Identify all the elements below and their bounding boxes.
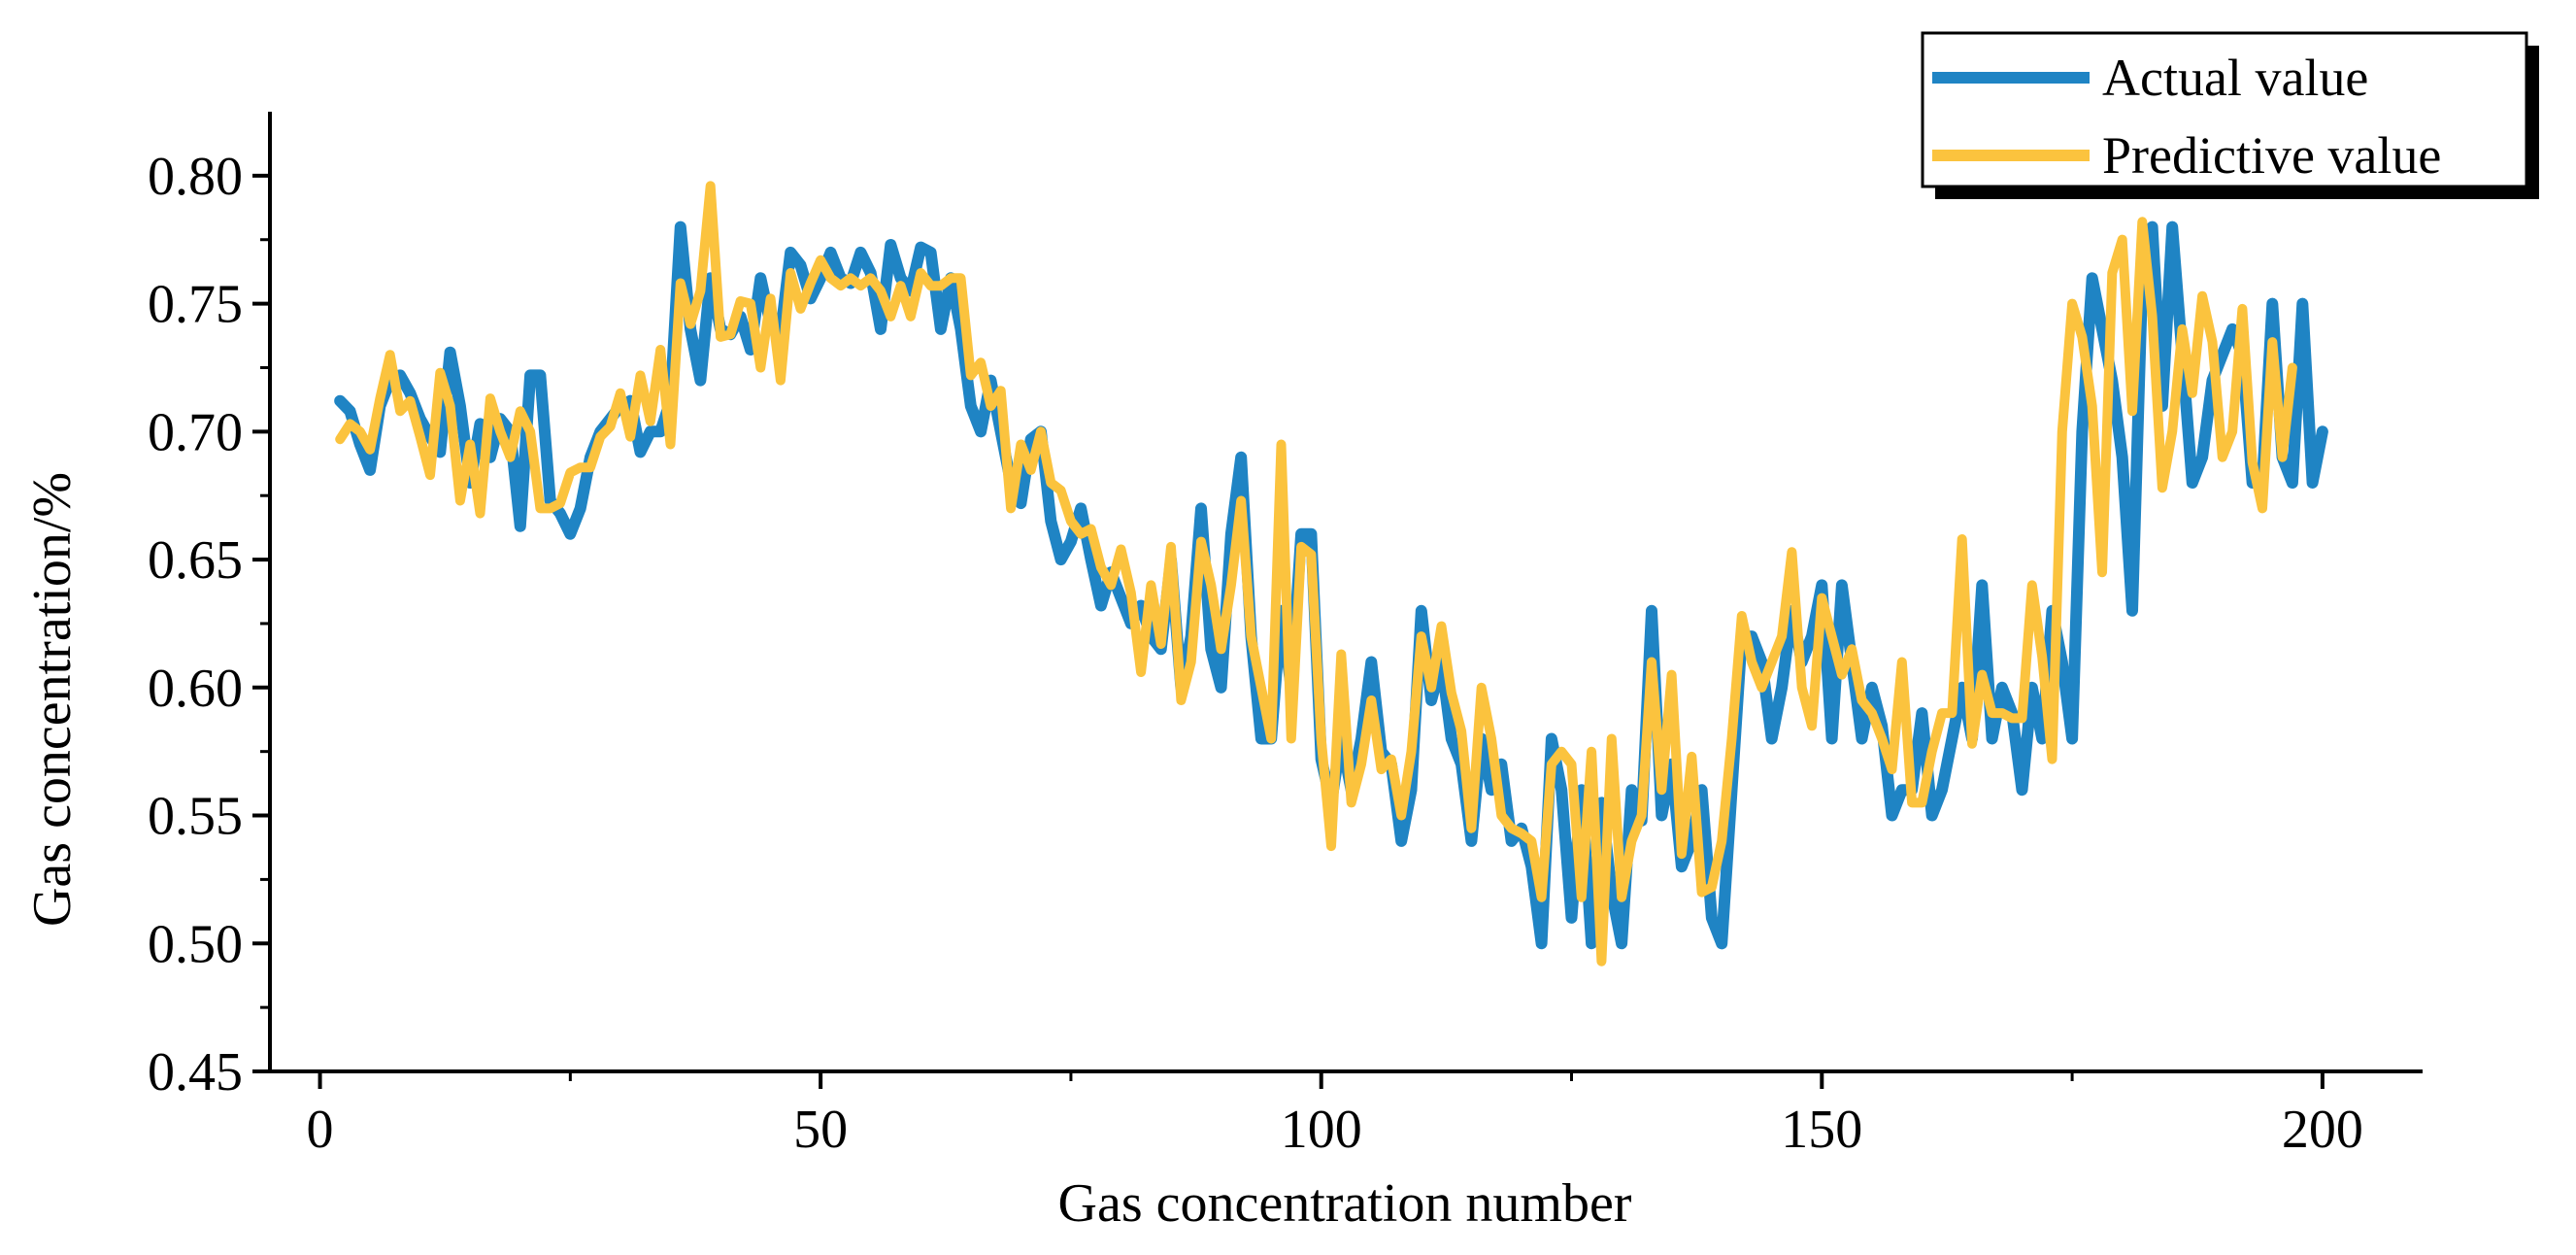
y-axis-label: Gas concentration/% <box>22 472 83 927</box>
y-tick-label: 0.50 <box>148 914 243 974</box>
series-layer <box>334 181 2328 967</box>
y-tick-label: 0.45 <box>148 1042 243 1102</box>
y-tick-label: 0.80 <box>148 147 243 207</box>
legend-label-actual: Actual value <box>2102 49 2368 107</box>
y-tick-label: 0.60 <box>148 659 243 719</box>
y-tick-label: 0.65 <box>148 530 243 591</box>
legend: Actual value Predictive value <box>1921 31 2539 199</box>
axes: 0 50 100 150 200 0.45 0.50 0.55 0.60 0.65 0.70 0.75… <box>148 112 2423 1160</box>
y-tick-label: 0.75 <box>148 275 243 335</box>
x-tick-label: 50 <box>793 1100 848 1160</box>
y-tick-label: 0.55 <box>148 787 243 847</box>
x-tick-label: 200 <box>2282 1100 2363 1160</box>
x-axis-label: Gas concentration number <box>1058 1173 1632 1234</box>
x-tick-label: 150 <box>1781 1100 1862 1160</box>
x-tick-label: 100 <box>1281 1100 1362 1160</box>
y-tick-label: 0.70 <box>148 402 243 462</box>
x-tick-label: 0 <box>307 1100 334 1160</box>
series-line-predictive-value <box>335 181 2297 967</box>
legend-label-predictive: Predictive value <box>2102 126 2441 185</box>
